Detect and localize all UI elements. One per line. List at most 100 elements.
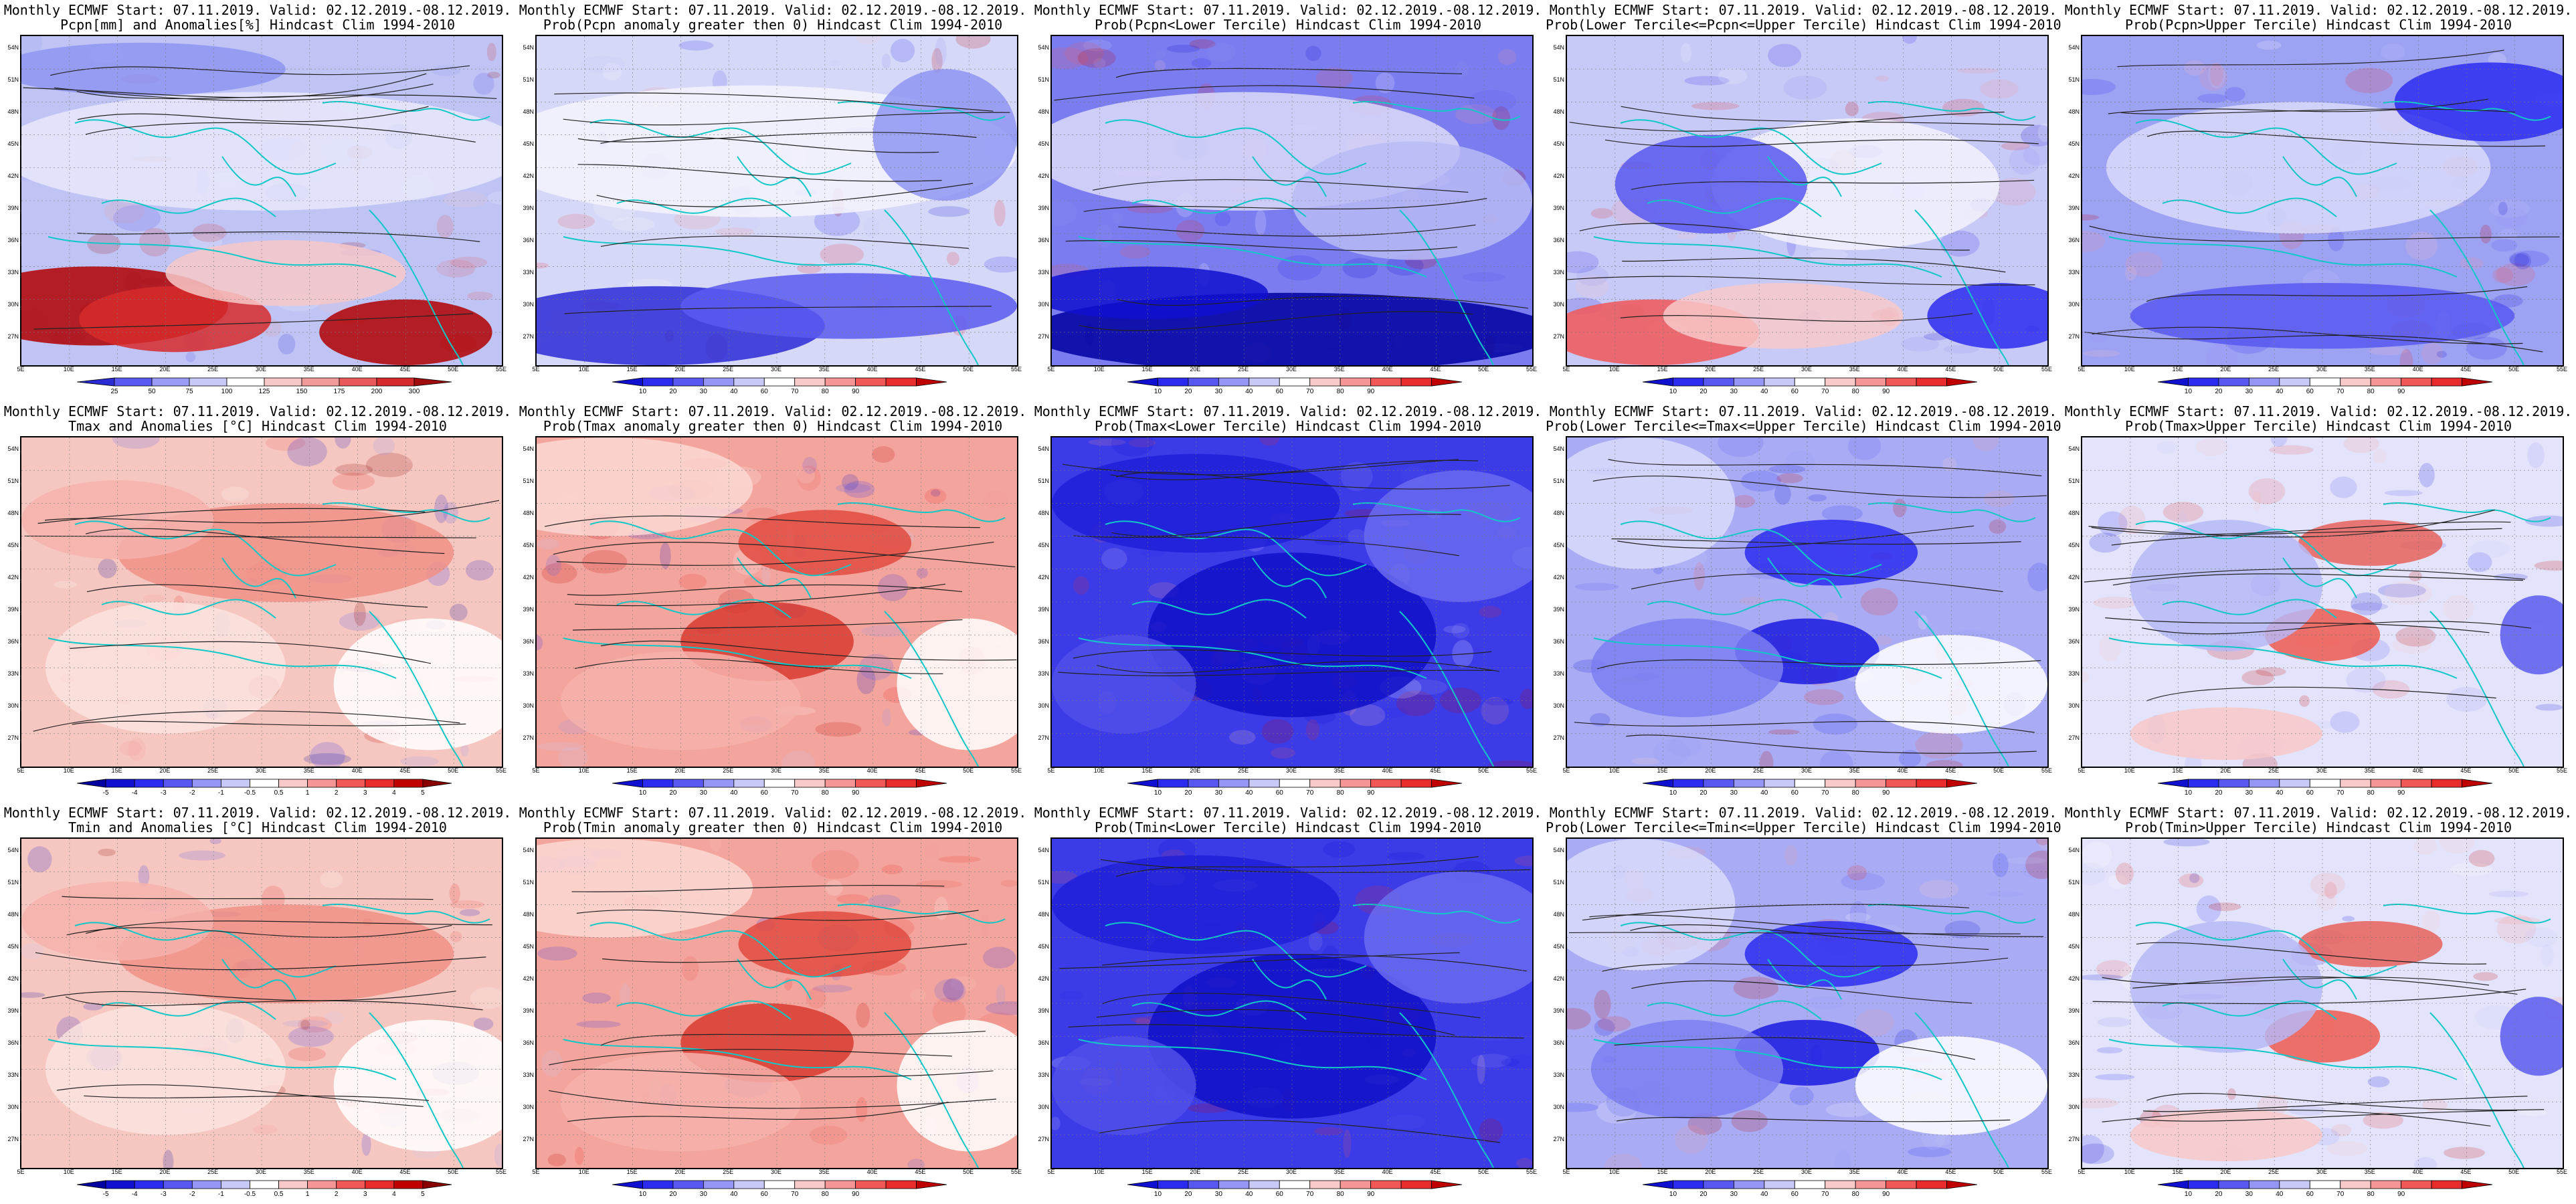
colorbar-segment xyxy=(2218,1180,2249,1189)
contour-line xyxy=(1567,276,2035,286)
field-patch xyxy=(2310,872,2345,896)
panel-subtitle: Prob(Tmax anomaly greater then 0) Hindca… xyxy=(543,418,1003,434)
colorbar-segment xyxy=(105,779,135,788)
coastline xyxy=(369,611,464,767)
longitude-label: 5E xyxy=(2078,767,2086,774)
field-patch xyxy=(1845,912,1871,922)
colorbar-tick-label: 80 xyxy=(1851,388,1859,395)
latitude-label: 33N xyxy=(1038,269,1049,276)
longitude-label: 20E xyxy=(674,767,686,774)
field-patch xyxy=(332,472,375,490)
field-patch xyxy=(265,437,306,451)
field-patch xyxy=(2021,124,2047,146)
field-patch xyxy=(436,260,476,278)
colorbar-segment xyxy=(1885,377,1917,387)
contour-line xyxy=(50,65,470,76)
panel-title: Monthly ECMWF Start: 07.11.2019. Valid: … xyxy=(1549,2,2057,18)
colorbar-tick-label: 70 xyxy=(791,1191,799,1198)
longitude-label: 10E xyxy=(1093,767,1105,774)
longitude-label: 20E xyxy=(2220,366,2231,373)
colorbar-tick-label: 60 xyxy=(760,789,768,797)
latitude-label: 45N xyxy=(1038,943,1049,950)
field-patch xyxy=(2082,214,2100,221)
colorbar-tick-label: 70 xyxy=(1821,789,1829,797)
latitude-label: 39N xyxy=(1038,606,1049,613)
contour-line xyxy=(576,909,979,921)
latitude-label: 42N xyxy=(2068,173,2080,179)
latitude-label: 39N xyxy=(7,205,19,211)
field-patch xyxy=(812,985,852,993)
colorbar-tick-label: 10 xyxy=(638,789,647,797)
field-patch xyxy=(1590,208,1613,219)
field-patch xyxy=(99,456,114,465)
contour-line xyxy=(1604,139,2039,147)
coastline xyxy=(737,557,812,599)
colorbar-tick-label: 70 xyxy=(2336,1191,2344,1198)
map-panel: Monthly ECMWF Start: 07.11.2019. Valid: … xyxy=(1546,401,2061,803)
latitude-label: 27N xyxy=(1038,333,1049,340)
colorbar-segment xyxy=(1916,779,1947,788)
map-area xyxy=(1050,35,1534,367)
longitude-label: 55E xyxy=(1526,366,1537,373)
panel-subtitle: Prob(Tmax<Lower Tercile) Hindcast Clim 1… xyxy=(1095,418,1481,434)
field-patch xyxy=(557,213,595,229)
colorbar-tick-label: 0.5 xyxy=(274,1191,284,1198)
colorbar-tick-label: 10 xyxy=(2184,388,2193,395)
latitude-label: 54N xyxy=(1553,445,1564,452)
longitude-label: 35E xyxy=(2364,767,2375,774)
latitude-label: 51N xyxy=(1553,76,1564,83)
latitude-label: 45N xyxy=(7,943,19,950)
field-patch xyxy=(2414,1157,2437,1168)
longitude-label: 35E xyxy=(303,366,314,373)
field-patch xyxy=(1691,102,1740,110)
colorbar-segment xyxy=(1855,779,1887,788)
contour-line xyxy=(567,584,963,596)
panel-title: Monthly ECMWF Start: 07.11.2019. Valid: … xyxy=(1549,805,2057,821)
colorbar-segment xyxy=(1370,377,1402,387)
longitude-label: 55E xyxy=(2041,366,2052,373)
contour-line xyxy=(545,515,980,528)
colorbar xyxy=(76,1180,452,1189)
field-region xyxy=(1590,1019,1784,1119)
longitude-label: 30E xyxy=(770,1169,781,1175)
latitude-label: 54N xyxy=(7,445,19,452)
contour-line xyxy=(574,658,943,674)
field-patch xyxy=(743,576,763,588)
coastline xyxy=(1078,637,1427,679)
longitude-label: 25E xyxy=(207,767,219,774)
latitude-label: 30N xyxy=(7,1104,19,1110)
field-patch xyxy=(54,581,78,589)
field-patch xyxy=(2392,637,2432,654)
latitude-label: 27N xyxy=(2068,734,2080,741)
map-canvas xyxy=(1567,437,2047,767)
field-patch xyxy=(842,474,859,491)
longitude-label: 50E xyxy=(448,767,459,774)
field-patch xyxy=(139,227,171,257)
colorbar-segment xyxy=(885,779,917,788)
colorbar-segment xyxy=(134,1180,164,1189)
map-canvas xyxy=(537,839,1017,1168)
latitude-label: 36N xyxy=(7,638,19,645)
latitude-label: 48N xyxy=(7,108,19,115)
field-patch xyxy=(910,989,926,1001)
field-patch xyxy=(1191,58,1212,68)
latitude-label: 48N xyxy=(523,911,534,918)
colorbar-segment xyxy=(1127,779,1158,788)
longitude-label: 15E xyxy=(111,1169,122,1175)
colorbar-segment xyxy=(2370,1180,2402,1189)
colorbar-segment xyxy=(1249,377,1280,387)
colorbar-tick-label: 30 xyxy=(1214,789,1222,797)
colorbar-segment xyxy=(1642,779,1673,788)
colorbar-segment xyxy=(916,1180,947,1189)
panel-title: Monthly ECMWF Start: 07.11.2019. Valid: … xyxy=(2064,403,2573,419)
colorbar-segment xyxy=(76,779,106,788)
colorbar xyxy=(1127,1180,1463,1189)
colorbar-tick-label: 30 xyxy=(2245,388,2253,395)
field-region xyxy=(2500,595,2563,675)
longitude-label: 25E xyxy=(1753,366,1764,373)
contour-line xyxy=(2091,521,2511,535)
field-patch xyxy=(1594,1018,1615,1036)
colorbar-tick-label: 80 xyxy=(1336,789,1344,797)
field-patch xyxy=(1270,747,1296,759)
colorbar-segment xyxy=(1733,377,1765,387)
